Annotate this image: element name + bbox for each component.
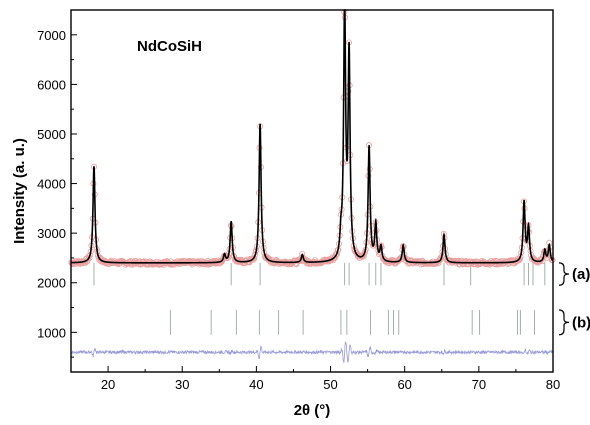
calculated-curve-layer: [70, 9, 554, 264]
y-tick-label: 4000: [37, 177, 66, 192]
observed-point: [331, 254, 338, 261]
x-tick-label: 70: [472, 377, 486, 392]
x-tick-label: 40: [249, 377, 263, 392]
difference-curve-layer: [70, 341, 554, 363]
chart-title: NdCoSiH: [137, 38, 202, 55]
y-axis-label: Intensity (a. u.): [11, 138, 28, 244]
bragg-set-label: (b): [572, 314, 590, 331]
observed-point: [435, 260, 442, 267]
observed-point: [136, 258, 143, 265]
bragg-set-brace: [558, 262, 570, 286]
y-axis: 1000 2000 3000 4000 5000 6000 7000: [37, 9, 77, 358]
y-tick-label: 2000: [37, 276, 66, 291]
observed-point: [291, 257, 298, 264]
y-tick-label: 5000: [37, 127, 66, 142]
y-tick-label: 3000: [37, 226, 66, 241]
plot-frame: [70, 9, 554, 373]
observed-point: [177, 258, 184, 265]
y-tick-label: 6000: [37, 77, 66, 92]
bragg-set-brace: [558, 309, 570, 336]
observed-point: [360, 252, 367, 259]
observed-point: [124, 260, 131, 267]
bragg-set-labels: (a) (b): [558, 262, 590, 336]
bragg-markers: [93, 262, 546, 335]
observed-point: [241, 260, 248, 267]
y-tick-label: 1000: [37, 325, 66, 340]
x-tick-label: 20: [101, 377, 115, 392]
y-tick-label: 7000: [37, 28, 66, 43]
x-axis: 20 30 40 50 60 70 80: [70, 366, 560, 392]
calculated-curve: [70, 9, 554, 264]
x-tick-label: 30: [175, 377, 189, 392]
x-tick-label: 50: [323, 377, 337, 392]
x-tick-label: 80: [546, 377, 560, 392]
x-tick-label: 60: [397, 377, 411, 392]
difference-curve: [70, 341, 554, 363]
bragg-set-label: (a): [572, 266, 590, 283]
x-axis-label: 2θ (°): [294, 402, 331, 419]
observed-point: [250, 254, 257, 261]
